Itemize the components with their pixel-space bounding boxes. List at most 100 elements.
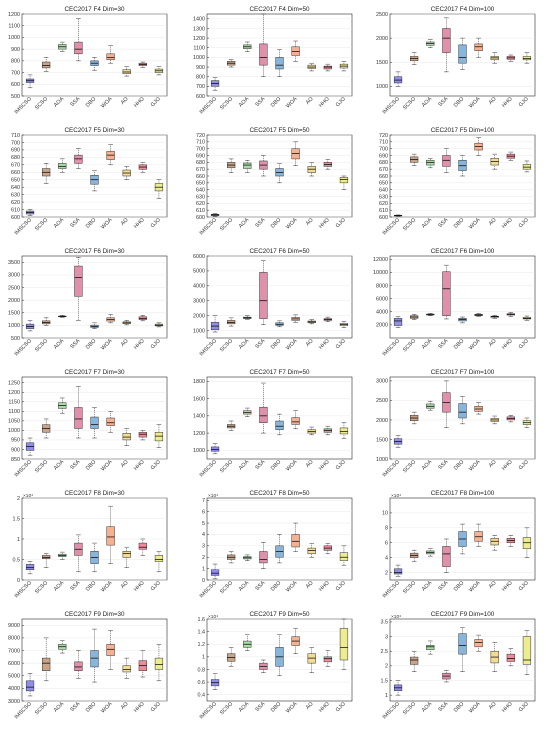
y-tick-label: 710: [196, 140, 205, 146]
x-tick-label: WOA: [468, 338, 482, 352]
y-tick-label: 1200: [8, 390, 20, 396]
x-tick-label: SCSO: [219, 338, 234, 353]
x-tick-label: IMSCSO: [382, 701, 401, 720]
y-tick-label: 1250: [8, 381, 20, 387]
chart-title: CEC2017 F6 Dim=100: [431, 248, 495, 255]
y-tick-label: 1100: [8, 409, 20, 415]
y-tick-label: 5: [202, 521, 205, 527]
subplot-1: CEC2017 F4 Dim=30 500 600 700 800 900 1000 1100…: [8, 6, 168, 115]
chart-title: CEC2017 F8 Dim=50: [249, 490, 310, 497]
y-tick-label: 1000: [8, 428, 20, 434]
x-tick-label: AOA: [238, 580, 251, 593]
box-body: [259, 551, 268, 564]
x-tick-label: AOA: [53, 701, 66, 714]
box-body: [339, 552, 349, 561]
y-tick-label: 700: [11, 140, 20, 146]
box-body: [259, 272, 268, 319]
box-body: [122, 665, 131, 673]
box-body: [522, 537, 532, 549]
y-tick-label: 1000: [8, 323, 20, 329]
plot-frame: [389, 255, 536, 339]
x-tick-label: SSA: [437, 217, 449, 229]
subplot-5: CEC2017 F5 Dim=50 60061062063064065066067…: [196, 127, 353, 236]
y-tick-label: 1: [385, 693, 388, 699]
y-tick-label: 620: [379, 201, 388, 207]
x-tick-label: SSA: [69, 96, 81, 108]
x-tick-label: DBO: [453, 580, 466, 593]
y-tick-label: 6: [202, 509, 205, 515]
y-tick-label: 1100: [193, 46, 205, 52]
y-tick-label: 7: [202, 498, 205, 504]
x-tick-label: SSA: [254, 580, 266, 592]
chart-title: CEC2017 F7 Dim=100: [431, 369, 495, 376]
y-tick-label: 5000: [193, 269, 205, 275]
chart-title: CEC2017 F5 Dim=30: [64, 127, 125, 134]
box-body: [442, 546, 451, 567]
y-tick-label: 720: [196, 133, 205, 139]
x-tick-label: GJO: [518, 701, 530, 713]
x-tick-label: HHO: [133, 701, 146, 714]
box-body: [122, 551, 131, 558]
x-tick-label: HHO: [501, 701, 514, 714]
subplot-6: CEC2017 F5 Dim=1006006106206306406506606…: [379, 127, 536, 236]
y-tick-label: 700: [196, 84, 205, 90]
x-tick-label: WOA: [468, 217, 482, 231]
chart-title: CEC2017 F7 Dim=30: [64, 369, 125, 376]
x-tick-label: SCSO: [402, 580, 417, 595]
subplot-3: CEC2017 F4 Dim=100 1000 1500 2000 2500 IMSCSO…: [376, 6, 536, 115]
box-body: [506, 653, 515, 662]
box-body: [25, 680, 35, 692]
x-tick-label: GJO: [150, 459, 162, 471]
box-AO: AO: [488, 535, 499, 590]
y-tick-label: 1150: [8, 400, 20, 406]
x-tick-label: GJO: [150, 580, 162, 592]
box-body: [474, 639, 483, 648]
box-AO: AO: [305, 162, 316, 227]
x-tick-label: AO: [305, 217, 315, 227]
subplot-16: CEC2017 F9 Dim=30 3000 4000 5000 6000 7000 800…: [8, 611, 168, 720]
x-tick-label: DBO: [453, 217, 466, 230]
y-tick-label: 640: [379, 187, 388, 193]
y-tick-label: 1000: [376, 84, 388, 90]
x-tick-label: HHO: [501, 96, 514, 109]
y-tick-label: 1.5: [13, 516, 21, 522]
box-body: [106, 526, 115, 546]
x-tick-label: AO: [305, 338, 315, 348]
x-tick-label: DBO: [85, 217, 98, 230]
y-tick-label: 0: [17, 578, 20, 584]
axis-exponent: ×10⁴: [391, 493, 401, 499]
x-tick-label: GJO: [518, 217, 530, 229]
box-AO: AO: [120, 657, 131, 711]
x-tick-label: AO: [305, 96, 315, 106]
x-tick-label: WOA: [285, 96, 299, 110]
y-tick-label: 2500: [8, 285, 20, 291]
box-body: [74, 154, 83, 164]
y-tick-label: 680: [196, 160, 205, 166]
y-tick-label: 670: [11, 163, 20, 169]
y-tick-label: 500: [11, 94, 20, 100]
box-body: [154, 657, 164, 670]
x-tick-label: SSA: [437, 701, 449, 713]
y-tick-label: 1000: [193, 448, 205, 454]
box-AO: AO: [120, 66, 131, 106]
x-tick-label: SSA: [254, 338, 266, 350]
x-tick-label: DBO: [85, 701, 98, 714]
x-tick-label: SCSO: [219, 217, 234, 232]
y-tick-label: 1300: [193, 26, 205, 32]
y-tick-label: 1000: [376, 457, 388, 463]
x-tick-label: GJO: [518, 338, 530, 350]
box-AO: AO: [120, 320, 131, 348]
x-tick-label: HHO: [318, 701, 331, 714]
x-tick-label: AO: [120, 580, 130, 590]
y-tick-label: 620: [196, 201, 205, 207]
y-tick-label: 1000: [8, 35, 20, 41]
box-body: [275, 57, 284, 70]
y-tick-label: 1500: [8, 311, 20, 317]
y-tick-label: 4: [385, 555, 388, 561]
box-AO: AO: [305, 62, 316, 106]
box-body: [442, 271, 451, 316]
x-tick-label: AOA: [53, 96, 66, 109]
x-tick-label: DBO: [270, 96, 283, 109]
x-tick-label: DBO: [85, 459, 98, 472]
